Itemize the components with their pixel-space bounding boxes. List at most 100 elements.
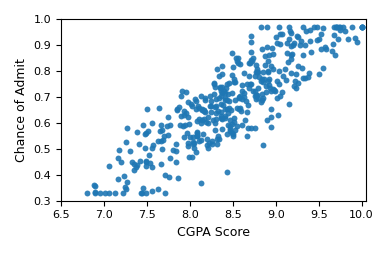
Point bbox=[271, 88, 277, 92]
Point bbox=[213, 104, 219, 108]
Point bbox=[232, 98, 238, 102]
Point bbox=[222, 116, 228, 120]
Point bbox=[218, 89, 224, 93]
Point bbox=[134, 130, 140, 134]
Point bbox=[184, 144, 191, 148]
Point bbox=[290, 43, 296, 47]
Point bbox=[185, 141, 191, 145]
Point bbox=[336, 28, 343, 32]
Point bbox=[259, 46, 265, 51]
Point bbox=[217, 86, 223, 90]
Point bbox=[166, 175, 172, 179]
Point bbox=[307, 39, 314, 43]
Point bbox=[210, 82, 217, 86]
Point bbox=[244, 110, 250, 114]
Point bbox=[218, 94, 224, 98]
Point bbox=[331, 33, 338, 37]
Point bbox=[246, 74, 252, 78]
Point bbox=[213, 97, 219, 101]
Point bbox=[248, 34, 254, 38]
Point bbox=[136, 142, 142, 146]
Point bbox=[204, 136, 210, 140]
Point bbox=[162, 191, 168, 195]
X-axis label: CGPA Score: CGPA Score bbox=[177, 226, 250, 239]
Point bbox=[232, 80, 238, 84]
Point bbox=[263, 45, 270, 49]
Point bbox=[249, 59, 255, 63]
Point bbox=[265, 58, 271, 62]
Point bbox=[190, 140, 196, 144]
Point bbox=[238, 97, 245, 101]
Point bbox=[335, 37, 341, 41]
Point bbox=[204, 143, 210, 147]
Point bbox=[115, 177, 121, 181]
Point bbox=[248, 126, 254, 130]
Point bbox=[219, 64, 226, 68]
Point bbox=[212, 105, 218, 109]
Point bbox=[219, 72, 226, 76]
Point bbox=[336, 25, 342, 29]
Point bbox=[275, 113, 282, 117]
Point bbox=[255, 70, 261, 74]
Point bbox=[247, 82, 253, 86]
Point bbox=[158, 162, 164, 166]
Point bbox=[259, 77, 265, 81]
Point bbox=[226, 81, 233, 85]
Point bbox=[140, 186, 146, 190]
Point bbox=[277, 33, 283, 37]
Point bbox=[241, 95, 247, 99]
Point bbox=[178, 114, 184, 118]
Point bbox=[268, 64, 274, 68]
Point bbox=[188, 102, 194, 106]
Point bbox=[155, 187, 161, 191]
Point bbox=[196, 139, 202, 143]
Point bbox=[298, 66, 305, 70]
Point bbox=[307, 71, 313, 75]
Point bbox=[217, 110, 224, 114]
Point bbox=[228, 108, 234, 112]
Point bbox=[317, 32, 324, 36]
Point bbox=[198, 138, 205, 142]
Point bbox=[223, 86, 230, 90]
Point bbox=[333, 25, 339, 29]
Point bbox=[227, 118, 233, 122]
Point bbox=[145, 129, 151, 133]
Point bbox=[84, 191, 90, 195]
Point bbox=[149, 146, 156, 150]
Point bbox=[231, 80, 237, 84]
Point bbox=[134, 163, 140, 167]
Point bbox=[254, 96, 261, 100]
Point bbox=[298, 39, 304, 43]
Point bbox=[264, 25, 270, 29]
Point bbox=[280, 74, 286, 78]
Point bbox=[122, 185, 128, 189]
Point bbox=[270, 67, 276, 71]
Point bbox=[282, 67, 288, 71]
Point bbox=[242, 118, 249, 122]
Point bbox=[268, 115, 274, 119]
Point bbox=[225, 123, 231, 127]
Point bbox=[260, 96, 266, 100]
Point bbox=[219, 85, 225, 89]
Point bbox=[207, 104, 213, 108]
Point bbox=[251, 94, 258, 98]
Point bbox=[230, 132, 237, 136]
Point bbox=[167, 123, 173, 127]
Point bbox=[190, 135, 196, 139]
Point bbox=[224, 82, 230, 86]
Point bbox=[209, 142, 215, 146]
Point bbox=[119, 191, 126, 195]
Point bbox=[322, 45, 328, 49]
Point bbox=[216, 137, 222, 141]
Point bbox=[359, 25, 365, 29]
Point bbox=[255, 86, 261, 90]
Point bbox=[239, 123, 245, 127]
Point bbox=[286, 25, 293, 29]
Point bbox=[170, 148, 176, 152]
Point bbox=[172, 160, 179, 164]
Point bbox=[196, 117, 202, 121]
Point bbox=[250, 56, 256, 60]
Point bbox=[302, 76, 308, 81]
Point bbox=[198, 94, 204, 98]
Point bbox=[235, 56, 241, 60]
